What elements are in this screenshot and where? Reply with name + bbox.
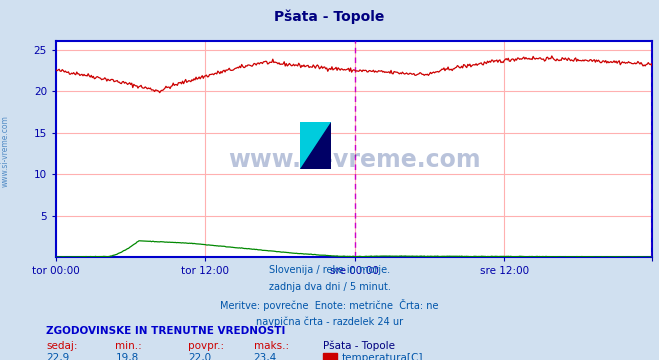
Text: Meritve: povrečne  Enote: metrične  Črta: ne: Meritve: povrečne Enote: metrične Črta: … [220, 299, 439, 311]
Text: maks.:: maks.: [254, 341, 289, 351]
Text: Pšata - Topole: Pšata - Topole [323, 341, 395, 351]
Text: 19,8: 19,8 [115, 353, 138, 360]
Text: 23,4: 23,4 [254, 353, 277, 360]
Text: www.si-vreme.com: www.si-vreme.com [1, 115, 10, 187]
Text: Pšata - Topole: Pšata - Topole [274, 9, 385, 23]
Text: temperatura[C]: temperatura[C] [341, 353, 423, 360]
Text: 22,0: 22,0 [188, 353, 211, 360]
Text: ZGODOVINSKE IN TRENUTNE VREDNOSTI: ZGODOVINSKE IN TRENUTNE VREDNOSTI [46, 326, 285, 336]
Text: povpr.:: povpr.: [188, 341, 224, 351]
Text: min.:: min.: [115, 341, 142, 351]
Text: Slovenija / reke in morje.: Slovenija / reke in morje. [269, 265, 390, 275]
Text: sedaj:: sedaj: [46, 341, 78, 351]
Polygon shape [300, 122, 331, 169]
Text: www.si-vreme.com: www.si-vreme.com [228, 148, 480, 172]
Text: navpična črta - razdelek 24 ur: navpična črta - razdelek 24 ur [256, 316, 403, 327]
Polygon shape [300, 122, 331, 169]
Text: 22,9: 22,9 [46, 353, 69, 360]
Text: zadnja dva dni / 5 minut.: zadnja dva dni / 5 minut. [269, 282, 390, 292]
